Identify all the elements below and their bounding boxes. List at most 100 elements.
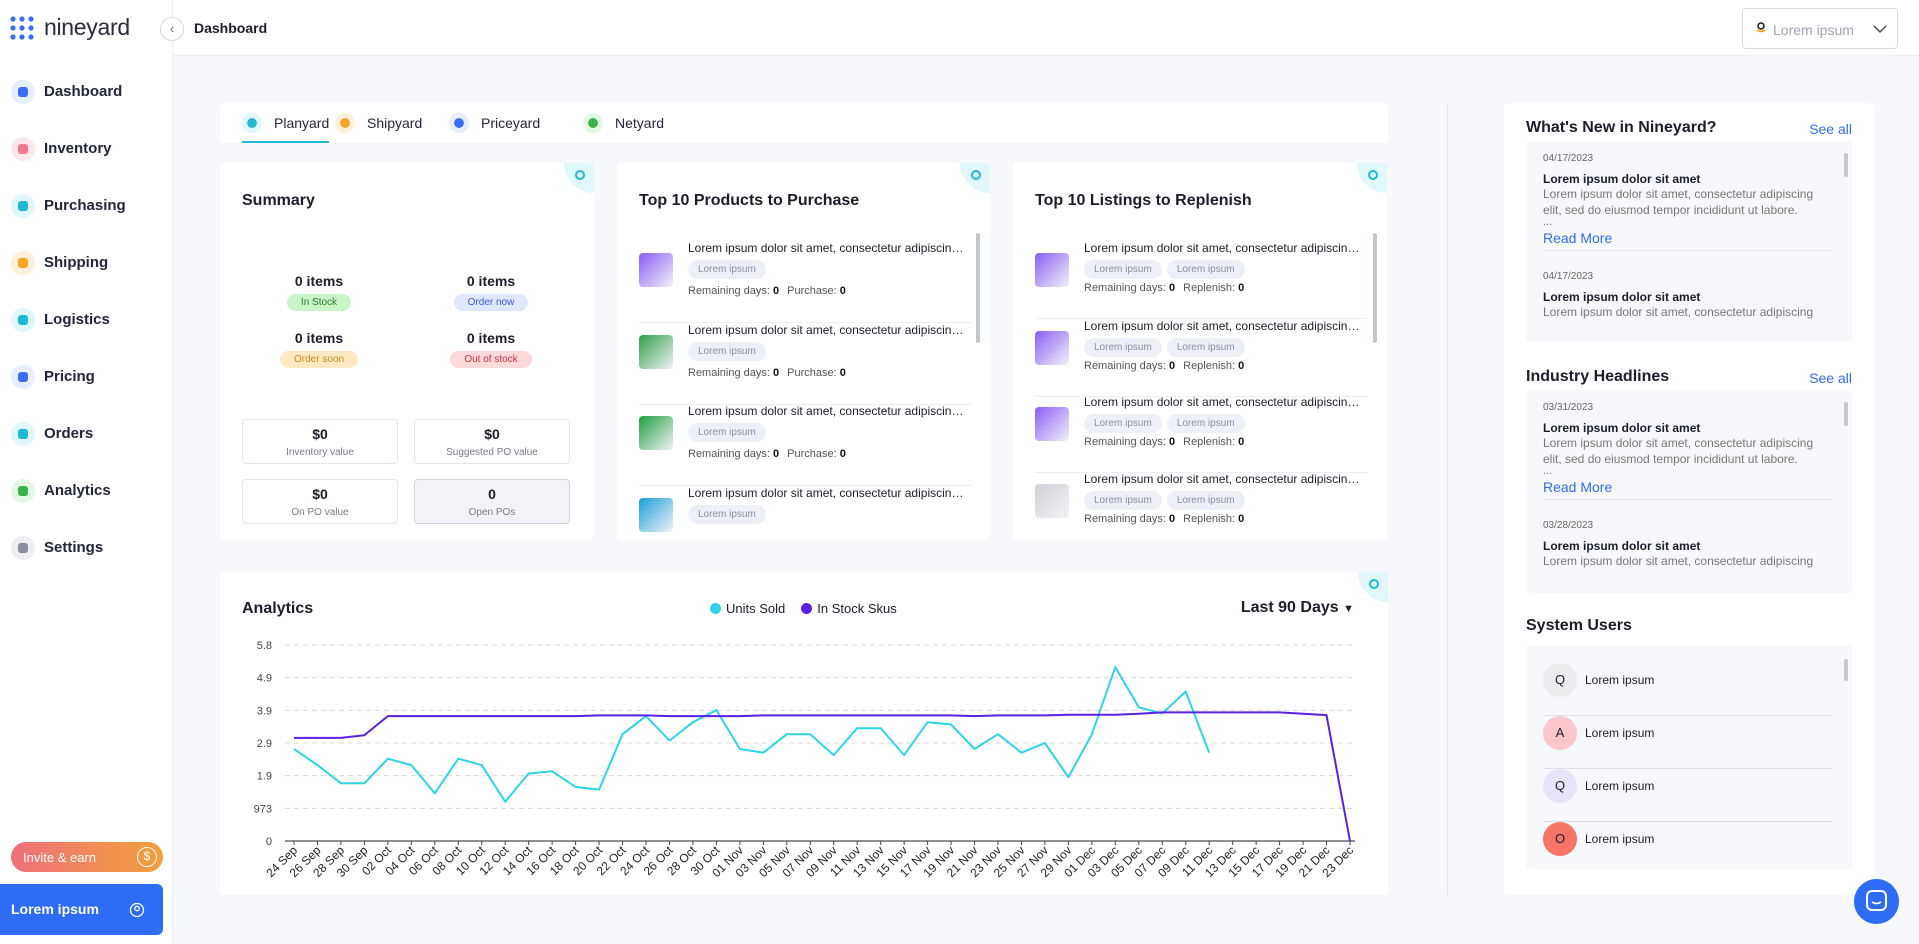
nav-icon-dot	[18, 543, 28, 553]
field-value: 0	[773, 285, 780, 297]
list-item[interactable]: Lorem ipsum dolor sit amet, consectetur …	[639, 404, 972, 486]
legend-swatch	[801, 603, 813, 614]
badge-dot	[1368, 170, 1378, 180]
field-label: Purchase:	[787, 367, 837, 379]
nav-icon	[11, 365, 35, 389]
item-name: Lorem ipsum dolor sit amet, consectetur …	[1084, 472, 1363, 486]
tab[interactable]: Shipyard	[335, 103, 422, 143]
user-name: Lorem ipsum	[1585, 779, 1655, 793]
badge-dot	[1369, 579, 1379, 589]
nav-icon-dot	[18, 258, 28, 268]
nav-icon	[11, 536, 35, 560]
see-all[interactable]: See all	[1809, 121, 1852, 137]
legend-label: In Stock Skus	[817, 601, 897, 616]
nav-item[interactable]: Logistics	[11, 306, 161, 334]
range-select[interactable]: Last 90 Days ▼	[1240, 599, 1354, 616]
feed-text: Lorem ipsum dolor sit amet, consectetur …	[1543, 305, 1814, 319]
store-select[interactable]: Lorem ipsum	[1742, 8, 1898, 49]
status-tag: Order now	[453, 294, 529, 311]
item-name: Lorem ipsum dolor sit amet, consectetur …	[688, 241, 967, 255]
field-label: Remaining days:	[1084, 360, 1166, 372]
nav-item[interactable]: Shipping	[11, 249, 161, 277]
field-value: 0	[1169, 282, 1176, 294]
list-item[interactable]: Lorem ipsum dolor sit amet, consectetur …	[1035, 319, 1368, 397]
series-line	[294, 711, 1351, 842]
user-name: Lorem ipsum	[1585, 832, 1655, 846]
feed-date: 03/31/2023	[1543, 402, 1594, 413]
field-label: Remaining days:	[1084, 436, 1166, 448]
tab[interactable]: Planyard	[242, 103, 330, 143]
field-value: 0	[1169, 513, 1176, 525]
nav-item[interactable]: Settings	[11, 534, 161, 562]
account-button[interactable]: Lorem ipsum	[0, 884, 163, 935]
value-box[interactable]: 0 Open POs	[414, 479, 570, 524]
field: Replenish: 0	[1183, 513, 1244, 525]
field: Purchase: 0	[787, 448, 846, 460]
tab[interactable]: Priceyard	[449, 103, 540, 143]
nav-item[interactable]: Inventory	[11, 135, 161, 163]
feed-date: 03/28/2023	[1543, 520, 1594, 531]
user-name: Lorem ipsum	[1585, 673, 1655, 687]
tag: Lorem ipsum	[1084, 414, 1162, 433]
field: Purchase: 0	[787, 367, 846, 379]
item-tags: Lorem ipsum	[688, 422, 771, 442]
nav-label: Settings	[44, 539, 104, 556]
field-value: 0	[1238, 436, 1245, 448]
item-tags: Lorem ipsum	[688, 504, 771, 524]
nav-icon-dot	[18, 486, 28, 496]
listings-card: Top 10 Listings to Replenish Lorem ipsum …	[1013, 163, 1387, 540]
see-all[interactable]: See all	[1809, 370, 1852, 386]
divider	[1447, 103, 1448, 895]
tab-icon	[242, 113, 262, 133]
nav-item[interactable]: Dashboard	[11, 78, 161, 106]
collapse-button[interactable]: ‹	[160, 17, 184, 41]
item-fields: Remaining days: 0 Purchase: 0	[688, 367, 854, 379]
card-title: Top 10 Products to Purchase	[639, 192, 860, 209]
feed-item: 03/28/2023 Lorem ipsum dolor sit amet Lore…	[1543, 520, 1833, 569]
field-value: 0	[839, 448, 846, 460]
feed-ellipsis: ...	[1543, 465, 1553, 477]
field: Remaining days: 0	[1084, 282, 1175, 294]
users-box: Q Lorem ipsum A Lorem ipsum Q Lorem ipsum O Lor…	[1526, 645, 1852, 869]
list-item[interactable]: Lorem ipsum dolor sit amet, consectetur …	[639, 486, 972, 540]
legend-swatch	[710, 603, 721, 614]
nav-item[interactable]: Purchasing	[11, 192, 161, 220]
list-item[interactable]: Lorem ipsum dolor sit amet, consectetur …	[1035, 472, 1368, 540]
nav-label: Purchasing	[44, 197, 126, 214]
product-image	[639, 498, 673, 532]
list-item[interactable]: Lorem ipsum dolor sit amet, consectetur …	[1035, 395, 1368, 473]
status: 0 items Out of stock	[421, 330, 561, 368]
field-value: 0	[1238, 513, 1245, 525]
store-icon	[1756, 22, 1766, 33]
feed-item: 04/17/2023 Lorem ipsum dolor sit amet Lore…	[1543, 153, 1833, 251]
item-tags: Lorem ipsum Lorem ipsum	[1084, 490, 1250, 510]
product-image	[1035, 331, 1069, 365]
list-item[interactable]: Lorem ipsum dolor sit amet, consectetur …	[639, 323, 972, 405]
tab[interactable]: Netyard	[583, 103, 664, 143]
nav-icon	[11, 80, 35, 104]
search-badge	[564, 163, 594, 193]
item-fields: Remaining days: 0 Replenish: 0	[1084, 360, 1252, 372]
chat-button[interactable]	[1854, 879, 1899, 924]
list-item[interactable]: Lorem ipsum dolor sit amet, consectetur …	[1035, 241, 1368, 319]
tag: Lorem ipsum	[688, 505, 766, 524]
nav-item[interactable]: Orders	[11, 420, 161, 448]
feed-title: Lorem ipsum dolor sit amet	[1543, 539, 1701, 553]
read-more[interactable]: Read More	[1543, 479, 1613, 495]
read-more[interactable]: Read More	[1543, 230, 1613, 246]
nav-icon	[11, 422, 35, 446]
field-label: Remaining days:	[688, 448, 770, 460]
chevron	[1873, 25, 1887, 33]
legend: Units Sold In Stock Skus	[710, 601, 897, 616]
product-image	[1035, 407, 1069, 441]
tab-label: Planyard	[274, 115, 330, 131]
list-item[interactable]: Lorem ipsum dolor sit amet, consectetur …	[639, 241, 972, 323]
nav-item[interactable]: Pricing	[11, 363, 161, 391]
field: Remaining days: 0	[1084, 513, 1175, 525]
invite-button[interactable]: Invite & earn $	[11, 842, 163, 872]
item-name: Lorem ipsum dolor sit amet, consectetur …	[1084, 241, 1363, 255]
field-label: Purchase:	[787, 448, 837, 460]
nav-item[interactable]: Analytics	[11, 477, 161, 505]
